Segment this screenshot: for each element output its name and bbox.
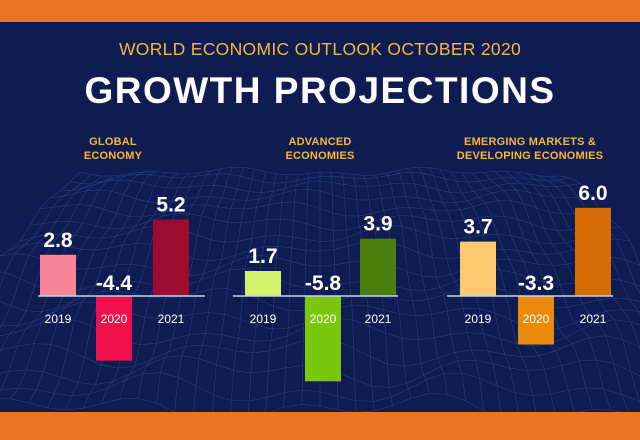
tick-label-emerging-2020: 2020 xyxy=(523,312,550,326)
value-label-advanced-2020: -5.8 xyxy=(305,272,342,295)
page-title: GROWTH PROJECTIONS xyxy=(84,70,556,111)
bar-charts: 2.8 2019 -4.4 2020 5.2 2021 1.7 2019 -5.8 2020 3.9… xyxy=(38,182,613,382)
value-label-global-2021: 5.2 xyxy=(156,194,185,217)
bar-global-2019 xyxy=(40,254,76,296)
chart-emerging: 3.7 2019 -3.3 2020 6.0 2021 xyxy=(447,182,613,345)
bar-global-2020 xyxy=(96,296,132,361)
value-label-emerging-2020: -3.3 xyxy=(518,272,554,295)
chart-title-advanced: ADVANCED ECONOMIES xyxy=(245,135,395,163)
chart-title-emerging-line1: EMERGING MARKETS & xyxy=(464,136,596,148)
supertitle: WORLD ECONOMIC OUTLOOK OCTOBER 2020 xyxy=(118,39,522,59)
tick-label-emerging-2019: 2019 xyxy=(465,312,492,326)
bar-advanced-2019 xyxy=(245,271,281,296)
chart-global: 2.8 2019 -4.4 2020 5.2 2021 xyxy=(38,194,205,361)
chart-title-advanced-line2: ECONOMIES xyxy=(285,150,355,162)
tick-label-advanced-2020: 2020 xyxy=(310,312,337,326)
chart-panel: WORLD ECONOMIC OUTLOOK OCTOBER 2020 GROW… xyxy=(0,22,640,412)
tick-label-advanced-2019: 2019 xyxy=(250,312,277,326)
value-label-advanced-2021: 3.9 xyxy=(363,213,392,236)
value-label-global-2019: 2.8 xyxy=(43,229,73,252)
chart-advanced: 1.7 2019 -5.8 2020 3.9 2021 xyxy=(233,213,398,382)
bar-global-2021 xyxy=(153,219,189,296)
tick-label-advanced-2021: 2021 xyxy=(365,312,392,326)
value-label-emerging-2021: 6.0 xyxy=(578,182,607,205)
chart-title-advanced-line1: ADVANCED xyxy=(288,136,352,148)
chart-title-global-line2: ECONOMY xyxy=(83,150,143,162)
tick-label-global-2020: 2020 xyxy=(101,312,128,326)
chart-title-emerging: EMERGING MARKETS & DEVELOPING ECONOMIES xyxy=(430,135,630,163)
value-label-global-2020: -4.4 xyxy=(96,272,133,295)
chart-title-emerging-line2: DEVELOPING ECONOMIES xyxy=(456,150,604,162)
tick-label-global-2019: 2019 xyxy=(45,312,72,326)
value-label-emerging-2019: 3.7 xyxy=(463,216,492,239)
bar-advanced-2020 xyxy=(305,296,341,382)
bar-emerging-2021 xyxy=(575,207,611,296)
bar-emerging-2020 xyxy=(518,296,554,345)
chart-title-global: GLOBAL ECONOMY xyxy=(38,135,188,163)
chart-title-global-line1: GLOBAL xyxy=(89,136,137,148)
tick-label-emerging-2021: 2021 xyxy=(580,312,607,326)
bar-advanced-2021 xyxy=(360,238,396,296)
bar-emerging-2019 xyxy=(460,241,496,296)
value-label-advanced-2019: 1.7 xyxy=(248,245,277,268)
tick-label-global-2021: 2021 xyxy=(158,312,185,326)
